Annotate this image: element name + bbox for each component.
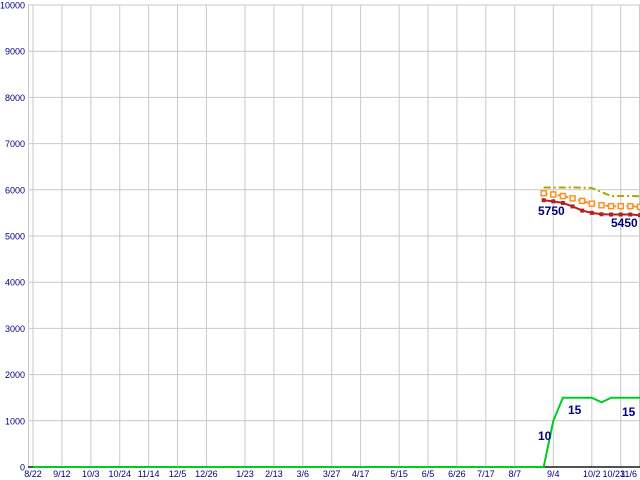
- series-olive-dashdot-line: [543, 186, 640, 198]
- x-tick-label: 2/13: [265, 469, 283, 479]
- x-tick-label: 8/7: [508, 469, 521, 479]
- x-tick-label: 7/17: [477, 469, 495, 479]
- value-label: 10: [538, 429, 552, 443]
- x-tick-label: 6/26: [448, 469, 466, 479]
- x-tick-label: 5/15: [390, 469, 408, 479]
- x-tick-label: 11/14: [138, 469, 160, 479]
- red-solid-line-marker: [551, 199, 556, 204]
- orange-dashed-line-marker: [588, 200, 596, 207]
- x-tick-label: 4/17: [352, 469, 370, 479]
- x-tick-label: 10/24: [108, 469, 131, 479]
- value-label: 15: [568, 403, 582, 417]
- x-tick-label: 9/12: [53, 469, 71, 479]
- value-label: 15: [622, 405, 636, 419]
- red-solid-line-marker: [609, 212, 614, 217]
- green-solid-line-path: [33, 396, 640, 468]
- x-tick-label: 6/5: [422, 469, 435, 479]
- y-tick-label: 7000: [5, 139, 25, 149]
- red-solid-line-marker: [580, 208, 585, 213]
- y-tick-label: 4000: [5, 278, 25, 288]
- y-tick-label: 8000: [5, 93, 25, 103]
- x-tick-label: 12/26: [195, 469, 218, 479]
- x-tick-label: 3/27: [323, 469, 341, 479]
- y-tick-label: 2000: [5, 370, 25, 380]
- value-label: 5450: [611, 216, 638, 230]
- y-tick-label: 1000: [5, 416, 25, 426]
- x-tick-label: 12/5: [169, 469, 187, 479]
- y-tick-label: 9000: [5, 47, 25, 57]
- x-tick-label: 11/6: [620, 469, 637, 479]
- red-solid-line-marker: [570, 204, 575, 209]
- orange-dashed-line-marker: [569, 195, 576, 202]
- orange-dashed-line-marker: [578, 197, 586, 205]
- red-solid-line-marker: [618, 212, 623, 217]
- x-tick-label: 8/22: [24, 469, 42, 479]
- orange-dashed-line-marker: [550, 191, 557, 198]
- x-tick-label: 10/3: [82, 469, 100, 479]
- x-tick-label: 9/4: [547, 469, 560, 479]
- x-tick-label: 1/23: [236, 469, 254, 479]
- orange-dashed-line-marker: [607, 202, 615, 210]
- y-tick-label: 0: [20, 463, 25, 473]
- y-axis-labels: 0 1000 2000 3000 4000 5000 6000 7000 8000 9000 100…: [0, 1, 25, 473]
- x-tick-label: 10/2: [583, 469, 601, 479]
- x-axis-labels: 8/22 9/12 10/3 10/24 11/14 12/5 12/26 1/23 2/13 3…: [24, 469, 637, 479]
- red-solid-line-marker: [541, 198, 546, 203]
- orange-dashed-line-marker: [617, 202, 624, 210]
- y-tick-label: 3000: [5, 324, 25, 334]
- x-tick-label: 3/6: [297, 469, 310, 479]
- orange-dashed-line-marker: [598, 202, 605, 209]
- y-gridlines: [28, 4, 640, 422]
- x-tick-label: 10/23: [602, 469, 625, 479]
- red-solid-line-marker: [628, 212, 633, 217]
- series-green-solid-line: [33, 396, 640, 468]
- orange-dashed-line-marker: [559, 192, 567, 200]
- olive-dashdot-line-path: [543, 186, 640, 198]
- orange-dashed-line-marker: [636, 203, 640, 211]
- annotations: 5750 5450 10 15 15: [538, 204, 638, 443]
- y-tick-label: 5000: [5, 232, 25, 242]
- y-tick-label: 6000: [5, 185, 25, 195]
- red-solid-line-marker: [560, 200, 565, 205]
- orange-dashed-line-marker: [627, 202, 634, 210]
- value-label: 5750: [538, 204, 565, 218]
- y-tick-label: 10000: [0, 1, 25, 11]
- red-solid-line-marker: [638, 213, 640, 218]
- x-gridlines: [28, 5, 640, 467]
- red-solid-line-marker: [589, 210, 594, 215]
- red-solid-line-marker: [599, 212, 604, 217]
- series-red-solid-line: [541, 198, 640, 218]
- series-orange-dashed-line: [540, 190, 640, 211]
- orange-dashed-line-marker: [540, 190, 547, 197]
